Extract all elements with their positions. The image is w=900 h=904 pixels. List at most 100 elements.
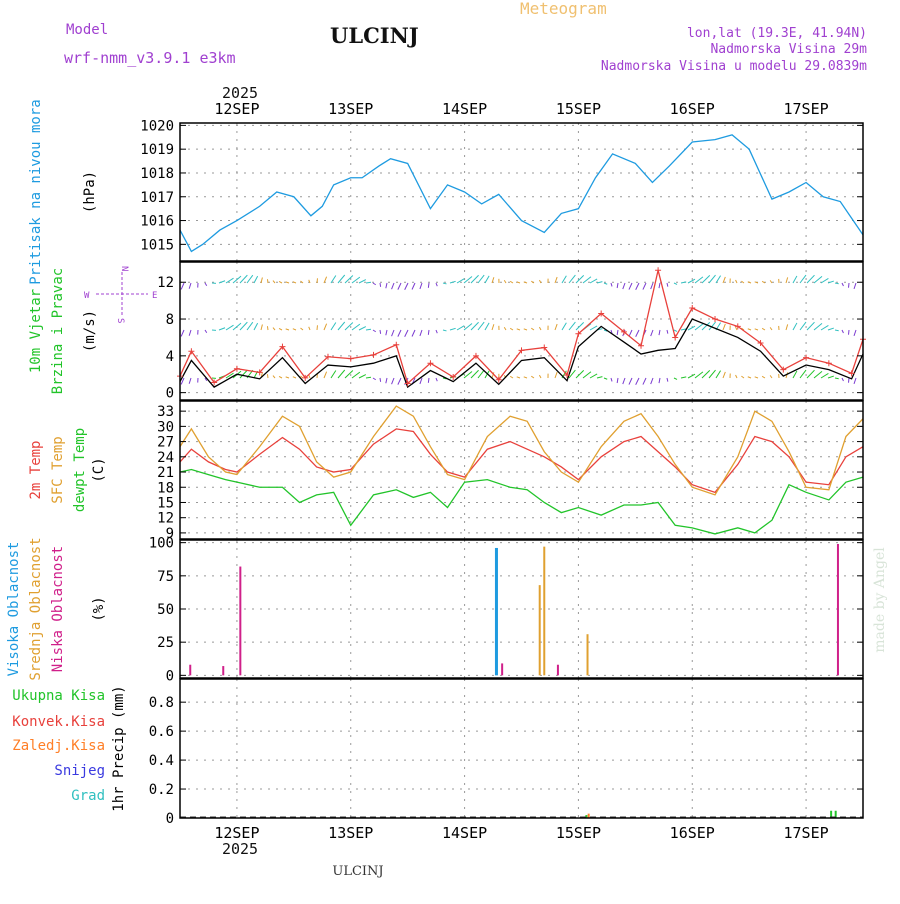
wind-barb [524,282,527,283]
wind-barb [723,324,725,330]
model-elevation: Nadmorska Visina u modelu 29.0839m [601,59,867,74]
gust-point [234,366,240,372]
model-label: Model [66,22,108,38]
wind-barb [226,325,234,330]
wind-barb [331,370,336,378]
series-line-pressure [180,135,863,252]
wind-barb [583,372,591,378]
side-label: Srednja Oblacnost [28,537,44,680]
wind-barb [286,329,289,330]
gust-point [803,355,809,361]
wind-barb [392,330,394,336]
wind-barb [736,375,737,378]
side-label: Snijeg [54,763,105,779]
wind-barb [219,281,225,283]
side-label: Grad [71,788,105,804]
wind-barb [800,370,806,378]
y-tick-label: 0 [166,668,174,684]
y-tick-label: 33 [157,404,174,420]
wind-barb [842,330,843,333]
watermark: made by Angel [872,547,888,653]
x-tick-label-bottom: 13SEP [328,824,373,842]
wind-barb [617,330,618,335]
bar-cloud_low [189,665,191,676]
side-label: Niska Oblacnost [50,546,66,672]
gust-point [348,356,354,362]
wind-barb [273,328,275,330]
wind-barb [835,283,839,284]
side-label: Pritisak na nivou mora [28,99,44,284]
wind-barb [464,277,472,283]
wind-barb [695,324,703,330]
wind-barb [854,283,856,289]
wind-barb [478,275,484,283]
wind-barb [309,327,310,330]
bar-cloud_low [239,567,241,676]
bar-cloud_low [222,666,224,675]
wind-barb [189,330,191,336]
x-tick-label-bottom: 17SEP [784,824,829,842]
y-tick-label: 1019 [140,142,174,158]
wind-barb [539,327,541,330]
compass-s: S [115,318,125,323]
wind-barb [398,283,401,290]
y-tick-label: 100 [149,536,174,552]
wind-barb [405,330,408,337]
wind-barb [786,324,788,330]
wind-barb [359,327,366,330]
wind-barb [702,370,710,378]
wind-barb [762,281,765,283]
wind-barb [748,282,751,283]
series-line-gust [180,270,863,383]
gust-point [393,342,399,348]
wind-barb [636,378,639,385]
panel-frame [180,679,863,818]
y-tick-label: 1020 [140,118,174,134]
wind-barb [428,378,429,383]
y-tick-label: 12 [157,275,174,291]
bar-cloud_low [557,665,559,676]
y-tick-label: 27 [157,435,174,451]
wind-barb [443,330,446,331]
wind-barb [267,374,268,378]
wind-barb [517,329,520,330]
wind-barb [436,330,437,333]
wind-barb [398,378,401,385]
wind-barb [524,329,527,330]
wind-barb [352,277,360,283]
y-tick-label: 1016 [140,214,174,230]
wind-barb [842,378,843,381]
wind-barb [352,372,360,378]
wind-barb [386,283,387,288]
wind-barb [736,280,737,283]
wind-barb [674,378,677,379]
wind-barb [762,376,765,378]
wind-barb [366,329,371,330]
wind-barb [636,330,639,337]
y-tick-label: 8 [166,312,174,328]
wind-barb [623,378,625,384]
wind-barb [386,330,387,335]
page-title: ULCINJ [330,23,419,48]
footer-label: ULCINJ [332,864,383,879]
compass-w: W [84,291,90,301]
wind-barb [814,323,822,330]
wind-barb [373,283,376,285]
wind-barb [835,330,839,331]
wind-barb [786,277,788,283]
wind-barb [576,322,584,330]
gust-point [712,316,718,322]
wind-barb [517,377,520,378]
wind-barb [590,326,597,330]
wind-barb [611,378,612,381]
wind-barb [828,328,834,330]
wind-barb [762,328,765,330]
wind-barb [267,279,268,283]
wind-barb [659,330,660,335]
wind-barb [300,328,303,330]
wind-barb [324,324,327,330]
